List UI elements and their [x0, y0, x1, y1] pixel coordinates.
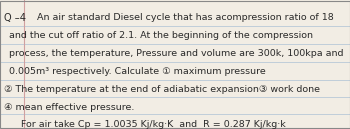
Text: 0.005m³ respectively. Calculate ① maximum pressure: 0.005m³ respectively. Calculate ① maximu… — [9, 67, 266, 76]
Text: An air standard Diesel cycle that has acompression ratio of 18: An air standard Diesel cycle that has ac… — [37, 13, 334, 22]
Text: For air take Cp = 1.0035 Kj/kg·K  and  R = 0.287 Kj/kg·k: For air take Cp = 1.0035 Kj/kg·K and R =… — [21, 120, 286, 129]
Text: ④ mean effective pressure.: ④ mean effective pressure. — [4, 103, 134, 112]
Text: process, the temperature, Pressure and volume are 300k, 100kpa and: process, the temperature, Pressure and v… — [9, 50, 343, 58]
Text: Q –4: Q –4 — [4, 13, 26, 23]
Text: and the cut off ratio of 2.1. At the beginning of the compression: and the cut off ratio of 2.1. At the beg… — [9, 31, 313, 40]
Text: ② The temperature at the end of adiabatic expansion③ work done: ② The temperature at the end of adiabati… — [4, 85, 320, 94]
